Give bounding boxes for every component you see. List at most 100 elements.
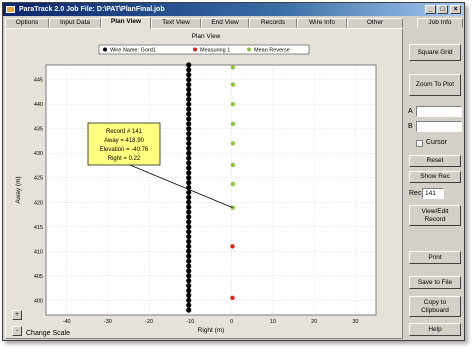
a-input[interactable]: [416, 106, 462, 117]
tab-records[interactable]: Records: [249, 18, 297, 28]
y-tick-label: 440: [34, 102, 43, 108]
series-0-point: [186, 160, 192, 166]
series-1-point: [230, 295, 235, 301]
series-0-point: [186, 268, 192, 274]
show-rec-button[interactable]: Show Rec: [409, 171, 461, 183]
x-tick-label: 20: [311, 319, 317, 325]
x-tick-label: -20: [145, 319, 153, 325]
series-0-point: [186, 175, 192, 181]
series-2-point: [230, 162, 236, 168]
legend-box: [98, 44, 310, 55]
print-button[interactable]: Print: [409, 251, 461, 264]
y-tick-label: 415: [34, 225, 43, 231]
cursor-label: Cursor: [426, 139, 448, 146]
series-0-point: [186, 155, 192, 161]
series-0-point: [186, 282, 192, 289]
zoom-to-plot-button[interactable]: Zoom To Plot: [409, 74, 461, 96]
square-grid-button[interactable]: Square Grid: [409, 44, 461, 61]
help-button[interactable]: Help: [409, 323, 461, 336]
series-0-point: [186, 150, 192, 156]
series-0-point: [186, 96, 192, 102]
series-0-point: [186, 233, 192, 240]
series-0-point: [186, 77, 192, 83]
series-0-point: [186, 243, 192, 249]
view-edit-record-button[interactable]: View/Edit Record: [409, 205, 461, 226]
plot-area: [45, 64, 377, 316]
series-0-point: [186, 106, 192, 112]
tab-other[interactable]: Other: [347, 18, 403, 28]
tab-plan-view[interactable]: Plan View: [101, 17, 151, 29]
x-tick-label: 30: [352, 319, 358, 325]
app-icon: [6, 6, 15, 13]
cursor-checkbox[interactable]: [416, 140, 423, 147]
close-button[interactable]: ×: [450, 5, 461, 14]
rec-input[interactable]: 141: [422, 188, 444, 199]
series-0-point: [186, 214, 192, 220]
series-0-point: [186, 131, 192, 137]
tab-end-view[interactable]: End View: [201, 18, 249, 28]
series-0-point: [186, 253, 192, 259]
a-label: A: [408, 108, 413, 115]
annotation-leader: [129, 164, 233, 209]
y-axis-label: Away (m): [15, 176, 22, 203]
x-tick-label: -30: [104, 319, 112, 325]
series-2-point: [230, 82, 236, 87]
title-bar: ParaTrack 2.0 Job File: D:\PAT\PlanFinal…: [3, 3, 464, 16]
y-tick-label: 430: [34, 151, 43, 157]
chart-marks: [186, 62, 236, 313]
maximize-button[interactable]: □: [437, 5, 448, 14]
tab-wire-info[interactable]: Wire Info: [297, 18, 347, 28]
tab-job-info[interactable]: Job Info: [417, 18, 463, 28]
series-0-point: [186, 72, 192, 78]
series-0-point: [186, 229, 192, 235]
minimize-button[interactable]: _: [425, 5, 436, 14]
scale-down-button[interactable]: -: [12, 326, 22, 336]
series-0-point: [186, 101, 192, 107]
b-input[interactable]: [416, 121, 462, 132]
chart-title: Plan View: [192, 33, 221, 40]
annotation-line: Elevation = -40.76: [100, 147, 149, 153]
plan-view-chart[interactable]: Plan View Wire Name: Gord1 Measuring 1 Mea…: [6, 29, 404, 340]
window-title: ParaTrack 2.0 Job File: D:\PAT\PlanFinal…: [19, 6, 165, 13]
x-axis-label: Right (m): [198, 327, 225, 334]
x-tick-label: 10: [270, 319, 276, 325]
tab-input-data[interactable]: Input Data: [49, 18, 101, 28]
tab-options[interactable]: Options: [5, 18, 49, 28]
legend-label: Measuring 1: [200, 48, 230, 54]
y-axis-ticks: 400 405 410 415 420 425 430 435 440 445: [34, 78, 43, 305]
series-0-point: [186, 204, 192, 210]
y-tick-label: 400: [34, 298, 43, 304]
reset-button[interactable]: Reset: [409, 155, 461, 167]
tab-text-view[interactable]: Text View: [151, 18, 201, 28]
series-0-point: [186, 209, 192, 215]
chart-legend: Wire Name: Gord1 Measuring 1 Mean Reverse: [98, 44, 310, 55]
legend-marker: [193, 47, 197, 52]
series-0-point: [186, 297, 192, 303]
series-0-point: [186, 302, 192, 308]
copy-to-clipboard-button[interactable]: Copy to Clipboard: [409, 296, 461, 317]
series-0-point: [186, 307, 192, 313]
legend-marker: [247, 47, 251, 52]
scale-up-button[interactable]: +: [12, 310, 22, 320]
b-label: B: [408, 123, 413, 130]
x-tick-label: -10: [186, 319, 194, 325]
legend-label: Wire Name: Gord1: [110, 48, 156, 54]
save-to-file-button[interactable]: Save to File: [409, 276, 461, 289]
sidebar: Square Grid Zoom To Plot A B Cursor Rese…: [406, 28, 464, 339]
series-0-point: [186, 258, 192, 264]
series-0-point: [186, 135, 192, 142]
series-2-point: [230, 205, 236, 210]
x-tick-label: 0: [230, 319, 233, 325]
series-2-point: [230, 102, 236, 107]
series-0-point: [186, 116, 192, 122]
legend-marker: [103, 47, 107, 52]
series-0-point: [186, 121, 192, 127]
y-tick-label: 445: [34, 78, 43, 84]
y-tick-label: 410: [34, 249, 43, 255]
series-0-point: [186, 111, 192, 117]
rec-label: Rec: [409, 190, 422, 197]
x-axis-ticks: -40 -30 -20 -10 0 10 20 30: [63, 319, 359, 325]
annotation-line: Right = 0.22: [108, 156, 141, 162]
plot-panel: Plan View Wire Name: Gord1 Measuring 1 Mea…: [5, 28, 403, 339]
y-tick-label: 405: [34, 274, 43, 280]
